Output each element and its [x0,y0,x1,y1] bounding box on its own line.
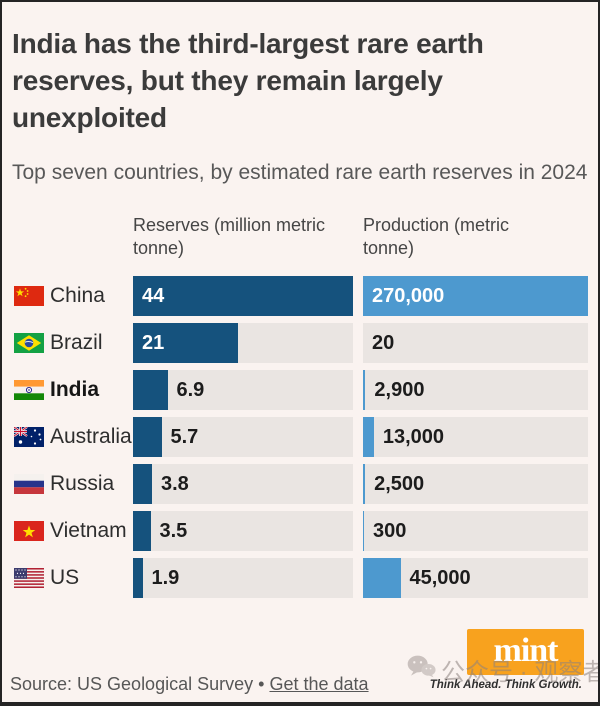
reserves-bar [133,370,168,410]
wechat-icon [406,654,436,686]
production-bar [363,370,366,410]
reserves-track: 6.9 [133,370,353,410]
table-row: Brazil 21 20 [2,323,598,363]
production-bar [363,417,374,457]
wechat-watermark: 公众号 · 观察者网 [406,652,598,687]
china-flag-icon [14,286,44,306]
production-bar [363,558,401,598]
production-track: 20 [363,323,588,363]
reserves-track: 3.8 [133,464,353,504]
country-label: Russia [50,472,115,495]
country-label: India [50,378,100,401]
production-track: 270,000 [363,276,588,316]
production-value: 2,500 [374,473,425,495]
brazil-flag-icon [14,333,44,353]
country-label: Vietnam [50,519,127,542]
country-label: Australia [50,425,132,448]
watermark-text: 公众号 · 观察者网 [441,659,598,686]
production-column-header: Production (metric tonne) [363,215,510,259]
production-value: 270,000 [372,285,445,307]
reserves-bar [133,511,151,551]
production-bar [363,464,366,504]
india-flag-icon [14,380,44,400]
reserves-value: 3.5 [159,520,188,542]
bar-chart-rows: China 44 270,000 Brazil 21 20 India 6.9 2,900 Aus… [2,276,598,605]
production-value: 45,000 [409,567,471,589]
table-row: Vietnam 3.5 300 [2,511,598,551]
production-bar [363,276,588,316]
production-value: 20 [372,332,395,354]
production-track: 13,000 [363,417,588,457]
production-track: 2,500 [363,464,588,504]
table-row: US 1.9 45,000 [2,558,598,598]
source-line: Source: US Geological Survey • Get the d… [10,674,369,695]
production-value: 2,900 [374,379,425,401]
reserves-track: 3.5 [133,511,353,551]
australia-flag-icon [14,427,44,447]
mint-tagline: Think Ahead. Think Growth. [429,679,582,691]
reserves-value: 5.7 [170,426,199,448]
reserves-bar [133,276,353,316]
mint-logo: mint [467,629,584,675]
reserves-value: 6.9 [176,379,205,401]
reserves-bar [133,417,162,457]
reserves-value: 1.9 [151,567,180,589]
table-row: China 44 270,000 [2,276,598,316]
mint-wordmark: mint [493,632,559,669]
production-bar [363,511,364,551]
source-text: Source: US Geological Survey [10,674,254,694]
table-row: Russia 3.8 2,500 [2,464,598,504]
production-track: 45,000 [363,558,588,598]
production-track: 2,900 [363,370,588,410]
table-row: Australia 5.7 13,000 [2,417,598,457]
reserves-bar [133,558,143,598]
country-label: US [50,566,80,589]
production-value: 13,000 [382,426,444,448]
production-value: 300 [373,520,407,542]
reserves-track: 44 [133,276,353,316]
country-label: China [50,284,105,307]
source-separator: • [258,674,265,694]
reserves-bar [133,323,238,363]
reserves-value: 21 [142,332,165,354]
get-data-link[interactable]: Get the data [269,674,369,694]
russia-flag-icon [14,474,44,494]
reserves-track: 1.9 [133,558,353,598]
chart-title: India has the third-largest rare earth r… [12,27,484,134]
us-flag-icon [14,568,44,588]
reserves-value: 3.8 [161,473,189,495]
reserves-column-header: Reserves (million metric tonne) [133,215,326,259]
table-row: India 6.9 2,900 [2,370,598,410]
chart-subtitle: Top seven countries, by estimated rare e… [12,161,588,184]
reserves-bar [133,464,152,504]
reserves-track: 5.7 [133,417,353,457]
country-label: Brazil [50,331,103,354]
production-track: 300 [363,511,588,551]
reserves-value: 44 [142,285,165,307]
reserves-track: 21 [133,323,353,363]
vietnam-flag-icon [14,521,44,541]
